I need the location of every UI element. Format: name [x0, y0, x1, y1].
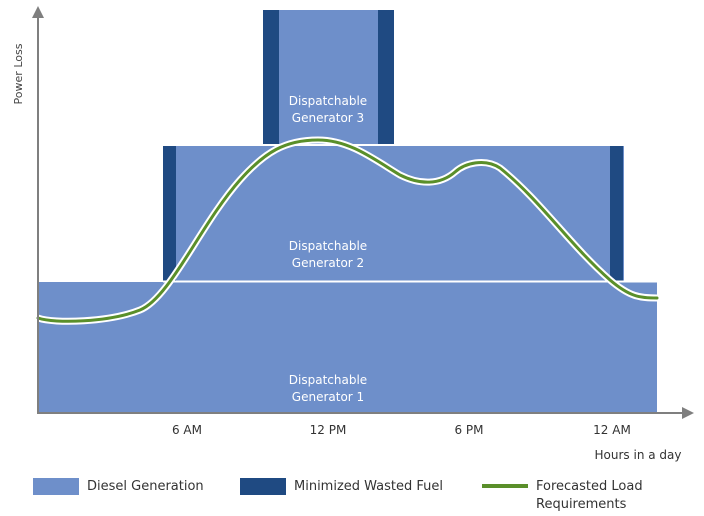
generator-3-label-line1: Dispatchable — [289, 94, 367, 108]
legend-load-label: Forecasted Load Requirements — [536, 478, 643, 514]
generator-3-label-line2: Generator 3 — [292, 111, 364, 125]
legend-load-label-line1: Forecasted Load — [536, 479, 643, 494]
diesel-swatch — [33, 478, 79, 495]
generator-2-wasted-left — [163, 146, 176, 281]
generator-1-block — [38, 282, 657, 412]
generator-2-wasted-right — [610, 146, 623, 281]
wasted-swatch — [240, 478, 286, 495]
generator-3-wasted-right — [378, 10, 394, 144]
generator-3-wasted-left — [263, 10, 279, 144]
x-tick-label: 6 PM — [454, 423, 483, 437]
load-swatch — [482, 484, 528, 488]
generator-2-label-line1: Dispatchable — [289, 239, 367, 253]
x-tick-label: 12 AM — [593, 423, 631, 437]
generator-2-block — [163, 146, 624, 281]
generator-2-label-line2: Generator 2 — [292, 256, 364, 270]
legend-load-label-line2: Requirements — [536, 497, 627, 512]
x-axis-label: Hours in a day — [595, 448, 682, 462]
x-tick-label: 6 AM — [172, 423, 202, 437]
x-tick-label: 12 PM — [310, 423, 347, 437]
generator-1-label-line2: Generator 1 — [292, 390, 364, 404]
legend-diesel-label: Diesel Generation — [87, 479, 204, 494]
legend-wasted: Minimized Wasted Fuel — [240, 478, 443, 496]
load-curve — [36, 138, 659, 323]
generator-3-block — [263, 10, 393, 144]
generator-1-label-line1: Dispatchable — [289, 373, 367, 387]
legend-load: Forecasted Load Requirements — [482, 478, 643, 514]
x-axis-arrow-icon — [682, 407, 694, 419]
y-axis-label: Power Loss — [12, 43, 25, 104]
legend-wasted-label: Minimized Wasted Fuel — [294, 479, 444, 494]
y-axis-arrow-icon — [32, 6, 44, 18]
legend-diesel: Diesel Generation — [33, 478, 204, 496]
